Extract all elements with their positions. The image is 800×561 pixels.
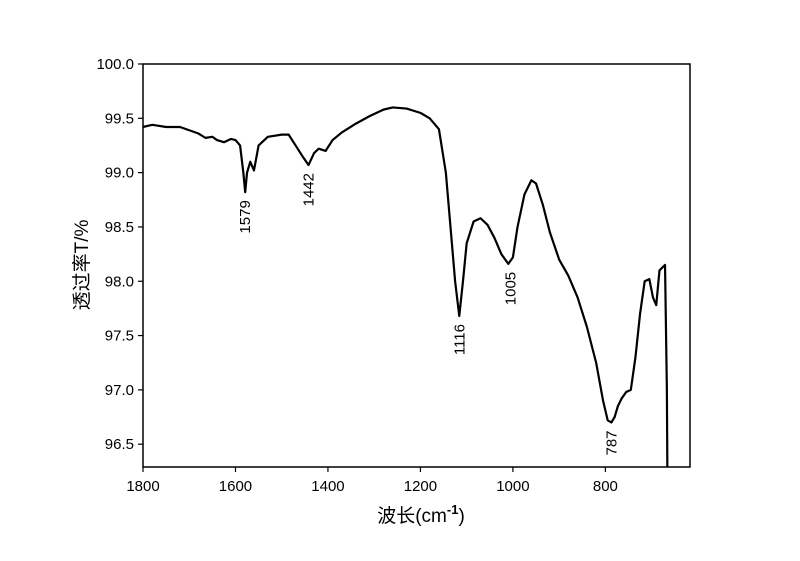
y-axis-label: 透过率T/% — [71, 220, 93, 311]
y-tick-label: 98.5 — [105, 219, 134, 236]
peak-label: 1005 — [503, 272, 520, 305]
x-label-sup: -1 — [447, 502, 459, 517]
y-tick-label: 97.0 — [105, 382, 134, 399]
x-axis-label: 波长(cm-1) — [377, 502, 465, 527]
x-tick-label: 1000 — [496, 478, 529, 495]
x-tick-label: 1200 — [404, 478, 437, 495]
peak-label: 1442 — [301, 173, 318, 206]
x-tick-label: 1400 — [311, 478, 344, 495]
x-tick-label: 1800 — [126, 478, 159, 495]
x-label-end: ) — [458, 506, 464, 527]
x-label-text: 波长(cm — [377, 505, 447, 527]
y-tick-label: 97.5 — [105, 328, 134, 345]
x-tick-label: 800 — [593, 478, 618, 495]
peak-label: 787 — [603, 430, 620, 455]
y-tick-label: 100.0 — [96, 56, 134, 73]
y-tick-label: 98.0 — [105, 273, 134, 290]
peak-label: 1116 — [451, 324, 468, 355]
y-tick-label: 96.5 — [105, 436, 134, 453]
y-tick-label: 99.0 — [105, 165, 134, 182]
peak-label: 1579 — [237, 200, 254, 233]
plot-frame — [142, 63, 691, 468]
y-tick-label: 99.5 — [105, 110, 134, 127]
spectrum-line — [142, 106, 669, 468]
x-tick-label: 1600 — [219, 478, 252, 495]
